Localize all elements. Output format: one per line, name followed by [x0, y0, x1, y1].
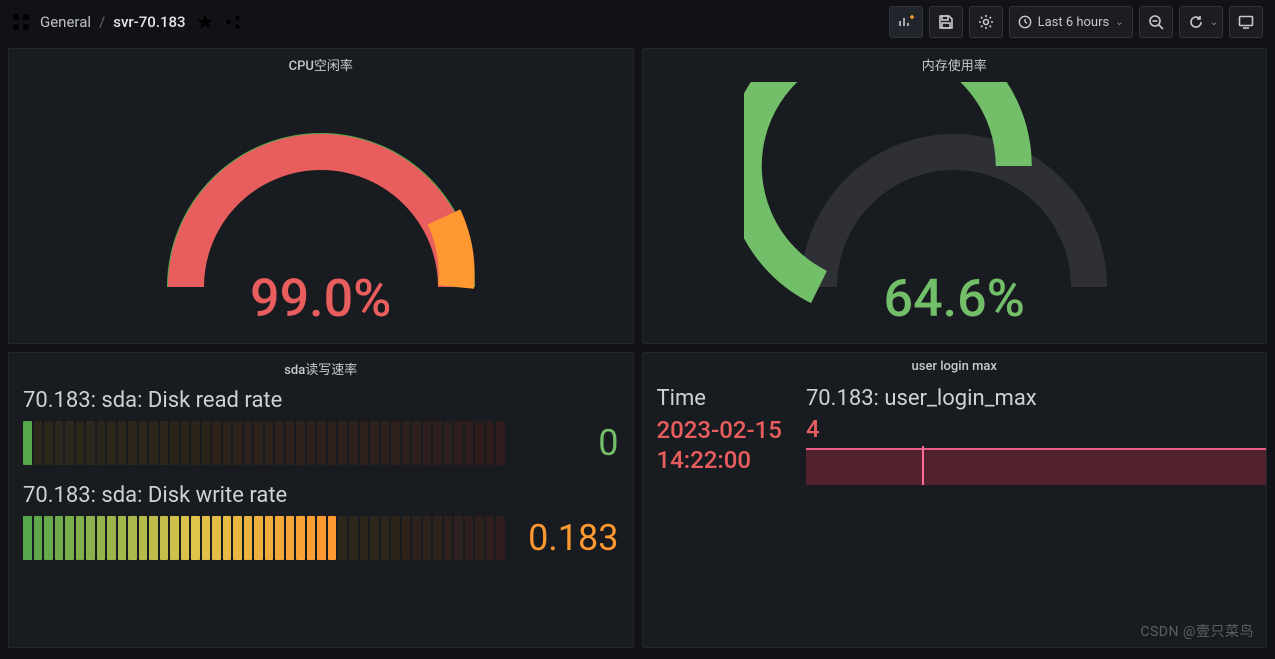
sparkline-area — [806, 448, 1266, 485]
sda-rate-panel[interactable]: sda读写速率 70.183: sda: Disk read rate 0 70… — [8, 352, 634, 648]
time-value-date: 2023-02-15 — [657, 415, 782, 445]
breadcrumb-title[interactable]: svr-70.183 — [113, 13, 185, 31]
breadcrumb-folder[interactable]: General — [40, 13, 91, 31]
dashboard-grid-icon[interactable] — [12, 13, 30, 31]
time-value-time: 14:22:00 — [657, 445, 782, 475]
panel-title: 内存使用率 — [643, 49, 1267, 76]
settings-button[interactable] — [969, 6, 1003, 38]
panel-title: sda读写速率 — [9, 353, 633, 380]
zoom-out-button[interactable] — [1139, 6, 1173, 38]
toolbar: General / svr-70.183 Last 6 hours ⌄ — [0, 0, 1275, 44]
time-range-button[interactable]: Last 6 hours ⌄ — [1009, 6, 1133, 38]
cpu-gauge-value: 99.0% — [250, 268, 391, 329]
panel-title: CPU空闲率 — [9, 49, 633, 76]
refresh-button[interactable]: ⌄ — [1179, 6, 1223, 38]
add-panel-button[interactable] — [889, 6, 923, 38]
watermark: CSDN @壹只菜鸟 — [1140, 621, 1254, 641]
save-button[interactable] — [929, 6, 963, 38]
breadcrumb: General / svr-70.183 — [40, 13, 186, 31]
disk-write-value: 0.183 — [519, 517, 619, 559]
star-icon[interactable] — [196, 13, 214, 31]
disk-read-label: 70.183: sda: Disk read rate — [23, 388, 619, 413]
cpu-idle-panel[interactable]: CPU空闲率 99.0% — [8, 48, 634, 344]
disk-write-label: 70.183: sda: Disk write rate — [23, 483, 619, 508]
chevron-down-icon: ⌄ — [1115, 17, 1123, 28]
share-icon[interactable] — [224, 13, 242, 31]
panel-title: user login max — [643, 353, 1267, 376]
series-value: 4 — [806, 415, 1252, 443]
time-label: Time — [657, 386, 782, 411]
chevron-down-icon: ⌄ — [1210, 17, 1218, 28]
disk-read-bar — [23, 421, 505, 465]
memory-gauge-value: 64.6% — [884, 268, 1025, 329]
disk-write-bar — [23, 516, 505, 560]
sparkline-marker — [922, 446, 924, 485]
tv-mode-button[interactable] — [1229, 6, 1263, 38]
series-label: 70.183: user_login_max — [806, 386, 1252, 411]
memory-usage-panel[interactable]: 内存使用率 64.6% — [642, 48, 1268, 344]
disk-read-value: 0 — [519, 422, 619, 464]
time-range-label: Last 6 hours — [1038, 15, 1110, 30]
user-login-max-panel[interactable]: user login max Time 2023-02-15 14:22:00 … — [642, 352, 1268, 648]
